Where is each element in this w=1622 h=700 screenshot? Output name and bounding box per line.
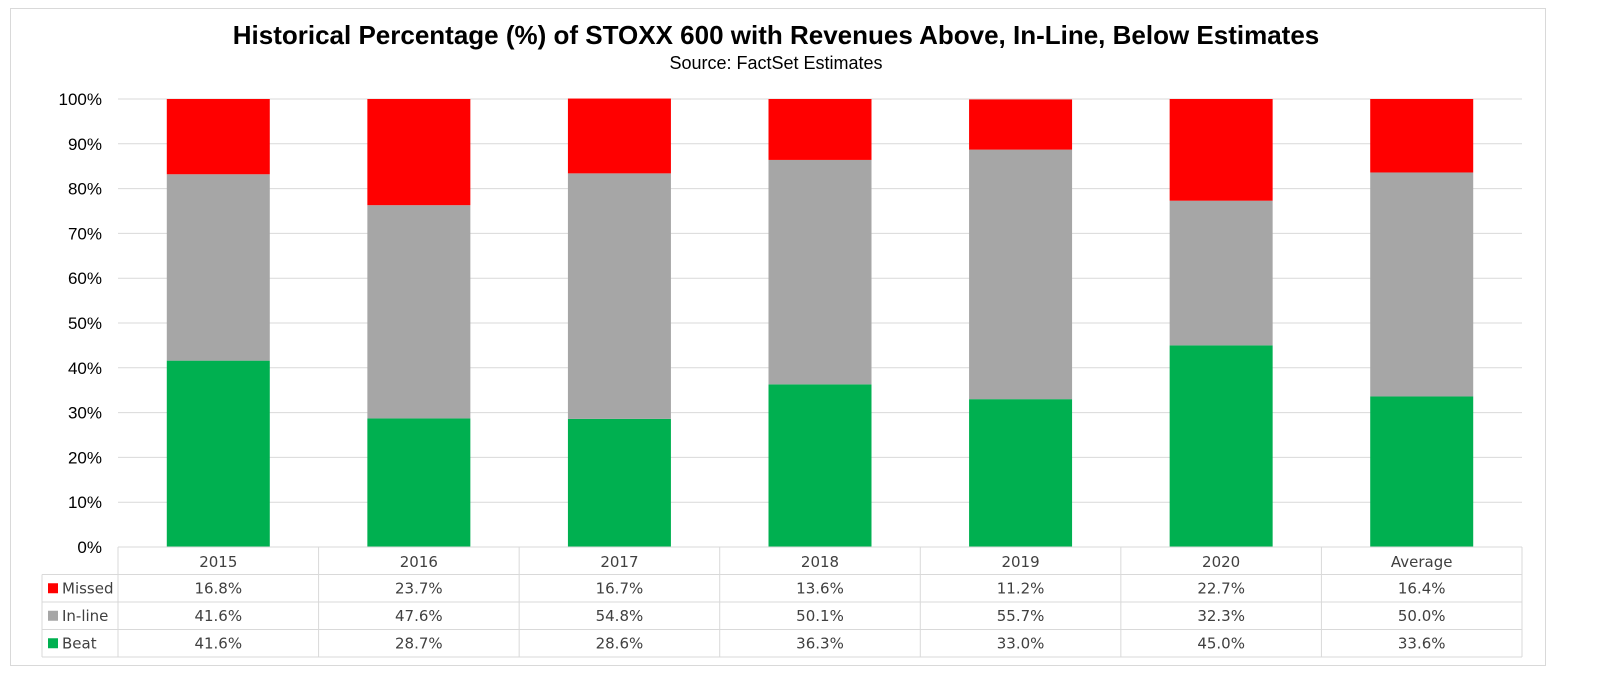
data-label-inline: 55.7% — [997, 607, 1045, 625]
stacked-bar-chart: 0% 10% 20% 30% 40% 50% 60% 70% 80% 90% 100% 2015 201… — [41, 90, 1523, 658]
y-tick-label: 10% — [68, 493, 102, 512]
x-category-label: 2020 — [1202, 553, 1240, 571]
data-label-beat: 41.6% — [194, 634, 242, 652]
legend-key-beat — [48, 638, 58, 649]
bar-beat-2020 — [1169, 345, 1273, 547]
y-tick-label: 90% — [68, 135, 102, 154]
bar-inline-2018 — [768, 159, 872, 385]
bar-beat-2016 — [367, 418, 471, 547]
legend-label-missed: Missed — [62, 579, 114, 597]
y-tick-label: 70% — [68, 224, 102, 243]
bar-beat-2015 — [166, 360, 270, 547]
bar-missed-2015 — [166, 99, 270, 175]
bar-inline-2020 — [1169, 200, 1273, 346]
y-tick-label: 30% — [68, 404, 102, 423]
y-tick-label: 0% — [77, 538, 102, 557]
bar-beat-average — [1370, 396, 1474, 547]
x-category-label: 2019 — [1001, 553, 1039, 571]
bar-missed-2018 — [768, 99, 872, 160]
legend-key-missed — [48, 583, 58, 594]
bar-missed-2016 — [367, 99, 471, 206]
data-label-inline: 50.0% — [1398, 607, 1446, 625]
bar-beat-2017 — [567, 418, 671, 547]
chart-title: Historical Percentage (%) of STOXX 600 w… — [232, 20, 1320, 50]
legend-key-inline — [48, 610, 58, 621]
data-label-missed: 11.2% — [997, 579, 1045, 597]
legend-label-beat: Beat — [62, 634, 97, 652]
data-label-inline: 32.3% — [1197, 607, 1245, 625]
x-category-label: 2017 — [600, 553, 638, 571]
y-tick-label: 100% — [59, 90, 102, 109]
data-label-beat: 33.6% — [1398, 634, 1446, 652]
data-label-beat: 28.7% — [395, 634, 443, 652]
y-tick-label: 20% — [68, 448, 102, 467]
data-label-inline: 54.8% — [596, 607, 644, 625]
data-label-missed: 16.7% — [596, 579, 644, 597]
bar-beat-2019 — [969, 399, 1073, 547]
chart-subtitle: Source: FactSet Estimates — [669, 53, 883, 73]
data-label-missed: 16.8% — [194, 579, 242, 597]
y-tick-label: 80% — [68, 180, 102, 199]
x-category-label: 2015 — [199, 553, 237, 571]
data-label-beat: 45.0% — [1197, 634, 1245, 652]
y-tick-label: 40% — [68, 359, 102, 378]
bar-inline-2015 — [166, 174, 270, 361]
legend-label-inline: In-line — [62, 607, 108, 625]
bar-inline-average — [1370, 172, 1474, 397]
data-label-beat: 36.3% — [796, 634, 844, 652]
data-label-beat: 33.0% — [997, 634, 1045, 652]
data-label-missed: 22.7% — [1197, 579, 1245, 597]
bar-inline-2016 — [367, 205, 471, 419]
x-category-label: 2018 — [801, 553, 839, 571]
x-category-label: Average — [1391, 553, 1453, 571]
bar-inline-2017 — [567, 173, 671, 419]
bar-missed-2017 — [567, 98, 671, 174]
bar-missed-2019 — [969, 99, 1073, 150]
data-label-beat: 28.6% — [596, 634, 644, 652]
bar-missed-2020 — [1169, 99, 1273, 201]
data-label-inline: 50.1% — [796, 607, 844, 625]
x-category-label: 2016 — [400, 553, 438, 571]
data-label-inline: 47.6% — [395, 607, 443, 625]
bar-missed-average — [1370, 99, 1474, 173]
data-label-missed: 13.6% — [796, 579, 844, 597]
data-label-missed: 23.7% — [395, 579, 443, 597]
bar-beat-2018 — [768, 384, 872, 547]
bar-inline-2019 — [969, 149, 1073, 400]
data-label-missed: 16.4% — [1398, 579, 1446, 597]
y-tick-label: 50% — [68, 314, 102, 333]
y-tick-label: 60% — [68, 269, 102, 288]
data-label-inline: 41.6% — [194, 607, 242, 625]
